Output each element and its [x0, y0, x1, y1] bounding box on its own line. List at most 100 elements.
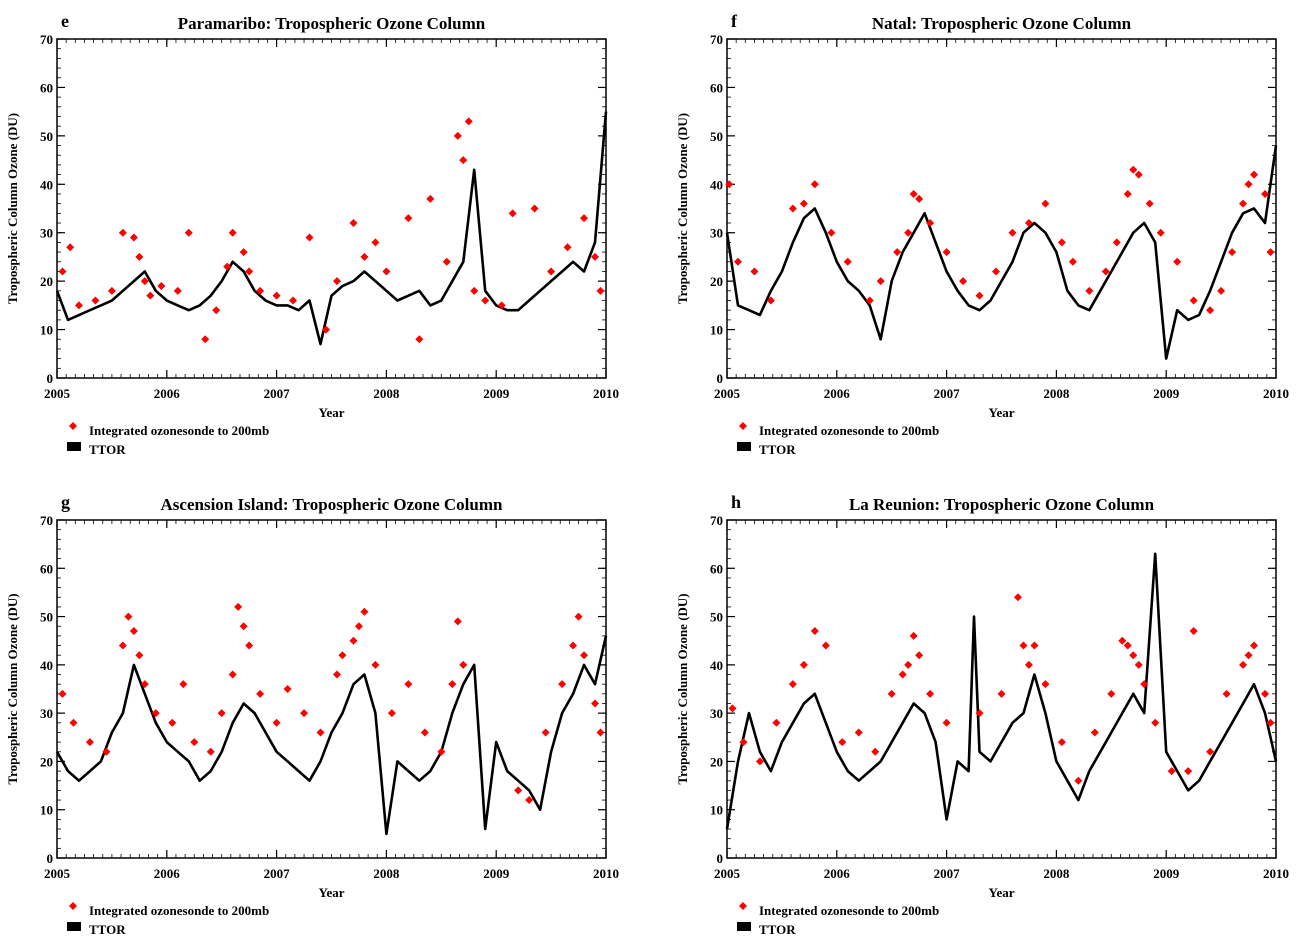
sonde-data-point: [508, 209, 517, 218]
sonde-data-point: [448, 680, 457, 689]
sonde-data-point: [810, 180, 819, 189]
sonde-data-point: [865, 296, 874, 305]
y-axis-label: Tropospheric Column Ozone (DU): [5, 593, 20, 784]
sonde-data-point: [591, 252, 600, 261]
sonde-data-point: [1228, 248, 1237, 257]
y-tick-label: 10: [710, 803, 723, 818]
chart-title: La Reunion: Tropospheric Ozone Column: [849, 495, 1155, 514]
sonde-data-point: [821, 641, 830, 650]
sonde-data-point: [360, 607, 369, 616]
y-tick-label: 0: [47, 371, 54, 386]
legend-ttor-label: TTOR: [89, 442, 126, 457]
x-tick-label: 2008: [373, 866, 400, 881]
x-tick-label: 2007: [264, 386, 291, 401]
sonde-data-point: [135, 651, 144, 660]
sonde-data-point: [876, 277, 885, 286]
sonde-data-point: [904, 660, 913, 669]
sonde-data-point: [481, 296, 490, 305]
sonde-data-point: [1129, 651, 1138, 660]
legend-ttor-marker: [737, 442, 751, 451]
y-tick-label: 10: [40, 803, 53, 818]
sonde-data-point: [1057, 738, 1066, 747]
sonde-data-point: [596, 286, 605, 295]
sonde-data-point: [1024, 660, 1033, 669]
sonde-data-point: [1189, 296, 1198, 305]
sonde-data-point: [547, 267, 556, 276]
sonde-data-point: [1112, 238, 1121, 247]
sonde-data-point: [893, 248, 902, 257]
sonde-data-point: [1145, 199, 1154, 208]
sonde-data-point: [827, 228, 836, 237]
sonde-data-point: [1261, 689, 1270, 698]
sonde-data-point: [909, 189, 918, 198]
sonde-data-point: [470, 286, 479, 295]
sonde-data-point: [1222, 689, 1231, 698]
sonde-data-point: [1244, 651, 1253, 660]
sonde-data-point: [733, 257, 742, 266]
sonde-data-point: [58, 689, 67, 698]
sonde-data-point: [915, 194, 924, 203]
x-tick-label: 2008: [373, 386, 400, 401]
y-tick-label: 20: [40, 754, 53, 769]
sonde-data-point: [404, 214, 413, 223]
sonde-data-point: [464, 117, 473, 126]
sonde-data-point: [129, 627, 138, 636]
sonde-data-point: [1107, 689, 1116, 698]
sonde-data-point: [234, 602, 243, 611]
sonde-data-point: [1024, 219, 1033, 228]
sonde-data-point: [1123, 641, 1132, 650]
y-tick-label: 0: [717, 371, 724, 386]
sonde-data-point: [453, 131, 462, 140]
y-tick-label: 50: [710, 129, 723, 144]
legend-ttor-label: TTOR: [759, 442, 796, 457]
sonde-data-point: [942, 718, 951, 727]
ttor-series-line: [725, 552, 1278, 830]
sonde-data-point: [574, 612, 583, 621]
x-tick-label: 2010: [593, 866, 619, 881]
sonde-data-point: [1156, 228, 1165, 237]
sonde-data-point: [1101, 267, 1110, 276]
sonde-data-point: [1134, 170, 1143, 179]
plot-frame: [56, 519, 607, 859]
chart-panel-f: f Natal: Tropospheric Ozone Column 0 10 20 30…: [675, 11, 1289, 457]
chart-title: Natal: Tropospheric Ozone Column: [872, 14, 1132, 33]
sonde-data-point: [124, 612, 133, 621]
sonde-data-point: [1189, 627, 1198, 636]
x-tick-label: 2005: [44, 866, 71, 881]
sonde-data-point: [580, 651, 589, 660]
y-tick-label: 20: [40, 274, 53, 289]
sonde-data-point: [140, 277, 149, 286]
plot-frame: [726, 38, 1277, 379]
sonde-data-point: [272, 718, 281, 727]
y-tick-label: 70: [710, 513, 723, 528]
sonde-data-point: [256, 286, 265, 295]
sonde-data-point: [239, 622, 248, 631]
chart-panel-h: h La Reunion: Tropospheric Ozone Column 0 1…: [675, 492, 1289, 936]
sonde-data-point: [904, 228, 913, 237]
sonde-data-point: [1250, 170, 1259, 179]
sonde-data-point: [415, 335, 424, 344]
sonde-data-point: [382, 267, 391, 276]
sonde-data-point: [854, 728, 863, 737]
x-tick-label: 2006: [154, 866, 181, 881]
sonde-data-point: [354, 622, 363, 631]
y-tick-label: 10: [710, 323, 723, 338]
x-tick-label: 2008: [1043, 866, 1070, 881]
legend-ttor-marker: [737, 922, 751, 931]
panel-letter: e: [61, 11, 69, 31]
sonde-data-point: [85, 738, 94, 747]
sonde-data-point: [1250, 641, 1259, 650]
panel-letter: h: [731, 492, 741, 512]
x-tick-label: 2009: [1153, 866, 1180, 881]
sonde-data-point: [459, 156, 468, 165]
sonde-data-point: [728, 704, 737, 713]
y-tick-label: 0: [47, 851, 54, 866]
sonde-data-point: [1129, 165, 1138, 174]
sonde-data-point: [168, 718, 177, 727]
sonde-data-point: [371, 238, 380, 247]
y-axis-label: Tropospheric Column Ozone (DU): [675, 593, 690, 784]
sonde-data-point: [915, 651, 924, 660]
sonde-data-point: [1041, 199, 1050, 208]
x-tick-label: 2009: [483, 866, 510, 881]
sonde-data-point: [157, 281, 166, 290]
